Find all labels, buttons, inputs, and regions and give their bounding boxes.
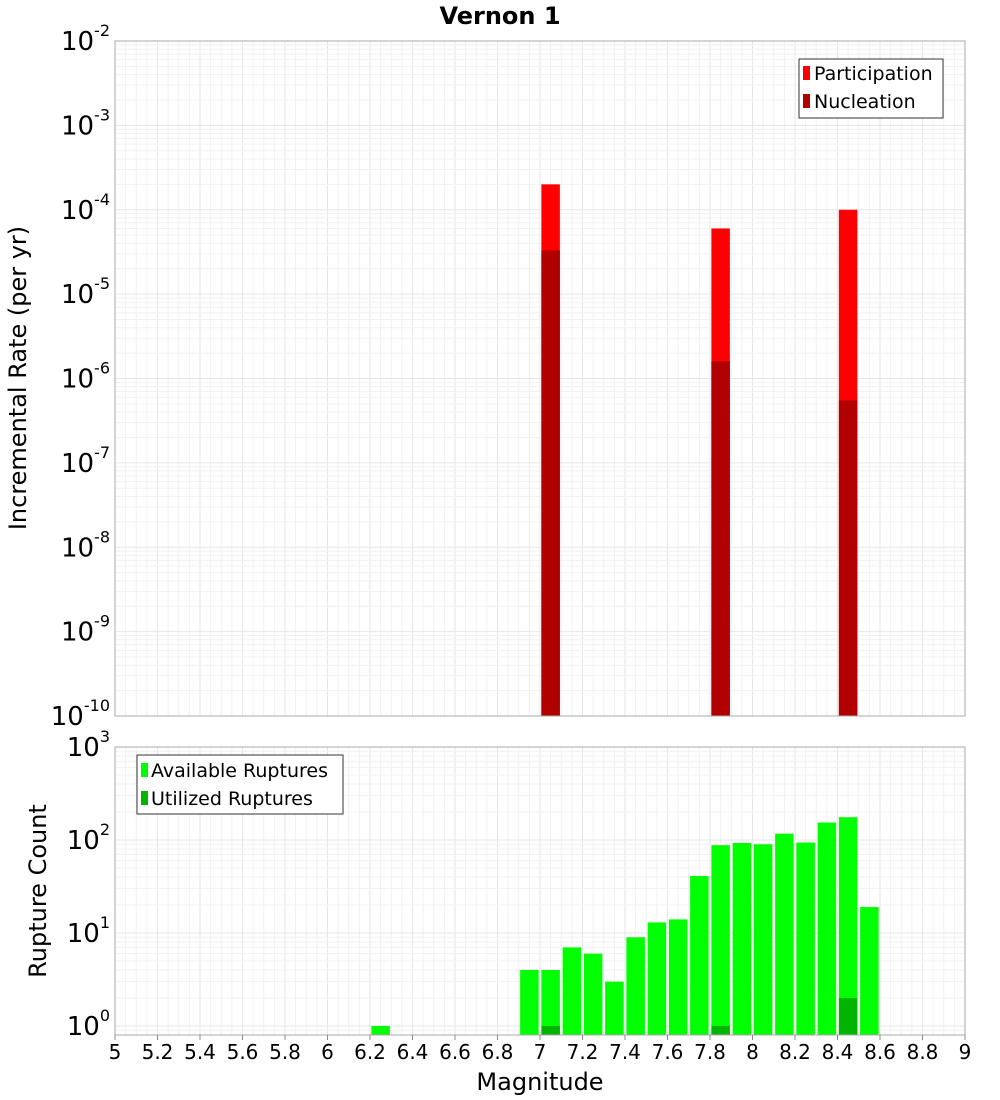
bottom-bar-available-ruptures bbox=[668, 919, 688, 1035]
legend-label-available-ruptures: Available Ruptures bbox=[151, 760, 328, 782]
bottom-y-tick-label: 100 bbox=[67, 1006, 110, 1042]
bottom-bar-available-ruptures bbox=[732, 842, 752, 1035]
x-tick-label: 7.8 bbox=[694, 1040, 726, 1064]
bottom-bar-available-ruptures bbox=[838, 817, 858, 1035]
bottom-bar-available-ruptures bbox=[371, 1025, 390, 1035]
legend-swatch-available-ruptures bbox=[141, 763, 148, 777]
x-tick-label: 9 bbox=[959, 1040, 972, 1064]
bottom-y-tick-label: 101 bbox=[67, 913, 110, 949]
x-tick-label: 5 bbox=[109, 1040, 122, 1064]
bottom-bar-available-ruptures bbox=[775, 833, 794, 1035]
x-tick-label: 5.6 bbox=[227, 1040, 259, 1064]
bottom-bar-utilized-ruptures bbox=[838, 997, 858, 1035]
top-bar-nucleation bbox=[541, 250, 560, 717]
bottom-bar-available-ruptures bbox=[860, 907, 879, 1035]
legend-label-participation: Participation bbox=[814, 63, 933, 85]
top-y-tick-label: 10-2 bbox=[61, 21, 110, 57]
top-y-tick-label: 10-8 bbox=[61, 527, 110, 563]
top-bar-nucleation bbox=[711, 361, 730, 716]
bottom-legend-box bbox=[136, 754, 344, 815]
x-axis-label: Magnitude bbox=[476, 1068, 603, 1096]
top-legend-box bbox=[798, 58, 944, 119]
x-ticks: 5 5.2 5.4 5.6 5.8 6 6.2 6.4 6.6 6.8 7 7.2 7.4 7.6 7.8 8… bbox=[109, 1035, 972, 1064]
x-tick-label: 8.2 bbox=[779, 1040, 811, 1064]
x-tick-label: 6.8 bbox=[482, 1040, 514, 1064]
x-tick-label: 5.8 bbox=[269, 1040, 301, 1064]
top-y-ticks: 10-10 10-9 10-8 10-7 10-6 10-5 10-4 10-3 10-2 bbox=[51, 21, 110, 732]
top-bar-nucleation bbox=[838, 400, 858, 716]
top-plot-frame bbox=[114, 40, 966, 717]
bottom-bar-available-ruptures bbox=[626, 937, 645, 1035]
bottom-bar-utilized-ruptures bbox=[711, 1025, 730, 1035]
top-y-tick-label: 10-6 bbox=[61, 359, 110, 395]
top-y-tick-label: 10-9 bbox=[61, 612, 110, 648]
bottom-bar-available-ruptures bbox=[796, 842, 815, 1035]
chart-title: Vernon 1 bbox=[439, 2, 560, 30]
bottom-plot: 100 101 102 103 Rupture Count Available Rup… bbox=[24, 727, 971, 1096]
bottom-y-axis-label: Rupture Count bbox=[24, 804, 52, 978]
bottom-bar-available-ruptures bbox=[711, 845, 730, 1035]
x-tick-label: 7.6 bbox=[652, 1040, 684, 1064]
bottom-bar-available-ruptures bbox=[583, 953, 603, 1035]
x-tick-label: 7.2 bbox=[567, 1040, 599, 1064]
bottom-bar-available-ruptures bbox=[605, 981, 624, 1035]
x-tick-label: 5.2 bbox=[142, 1040, 174, 1064]
legend-swatch-utilized-ruptures bbox=[141, 791, 148, 805]
legend-label-nucleation: Nucleation bbox=[814, 91, 916, 113]
bottom-bar-available-ruptures bbox=[753, 844, 773, 1035]
x-tick-label: 6.2 bbox=[354, 1040, 386, 1064]
bottom-bar-utilized-ruptures bbox=[541, 1025, 560, 1035]
top-y-tick-label: 10-5 bbox=[61, 274, 110, 310]
top-y-tick-label: 10-7 bbox=[61, 443, 110, 479]
top-plot: 10-10 10-9 10-8 10-7 10-6 10-5 10-4 10-3 10-2 In… bbox=[4, 21, 966, 732]
legend-swatch-participation bbox=[803, 66, 810, 80]
top-bars bbox=[541, 184, 858, 717]
x-tick-label: 8.8 bbox=[907, 1040, 939, 1064]
bottom-y-tick-label: 103 bbox=[67, 727, 110, 763]
bottom-grid bbox=[114, 747, 966, 1036]
top-legend: Participation Nucleation bbox=[798, 58, 944, 119]
bottom-bar-available-ruptures bbox=[817, 822, 837, 1035]
x-tick-label: 7 bbox=[534, 1040, 547, 1064]
bottom-bar-available-ruptures bbox=[690, 876, 709, 1035]
x-tick-label: 8 bbox=[746, 1040, 759, 1064]
bottom-bar-available-ruptures bbox=[562, 947, 582, 1035]
legend-label-utilized-ruptures: Utilized Ruptures bbox=[151, 788, 313, 810]
x-tick-label: 5.4 bbox=[184, 1040, 216, 1064]
top-y-tick-label: 10-10 bbox=[51, 696, 110, 732]
top-y-tick-label: 10-4 bbox=[61, 190, 110, 226]
top-grid bbox=[114, 41, 966, 717]
bottom-bar-available-ruptures bbox=[647, 922, 667, 1035]
bottom-bars bbox=[371, 817, 879, 1035]
bottom-bar-available-ruptures bbox=[541, 969, 560, 1035]
top-y-axis-label: Incremental Rate (per yr) bbox=[4, 226, 32, 530]
x-tick-label: 8.4 bbox=[822, 1040, 854, 1064]
x-tick-label: 6.6 bbox=[439, 1040, 471, 1064]
bottom-y-tick-label: 102 bbox=[67, 820, 110, 856]
x-tick-label: 8.6 bbox=[864, 1040, 896, 1064]
x-tick-label: 7.4 bbox=[609, 1040, 641, 1064]
legend-swatch-nucleation bbox=[803, 94, 810, 108]
x-tick-label: 6.4 bbox=[397, 1040, 429, 1064]
bottom-bar-available-ruptures bbox=[520, 969, 539, 1035]
bottom-y-ticks: 100 101 102 103 bbox=[67, 727, 110, 1042]
x-tick-label: 6 bbox=[321, 1040, 334, 1064]
bottom-legend: Available Ruptures Utilized Ruptures bbox=[136, 754, 344, 815]
top-y-tick-label: 10-3 bbox=[61, 105, 110, 141]
